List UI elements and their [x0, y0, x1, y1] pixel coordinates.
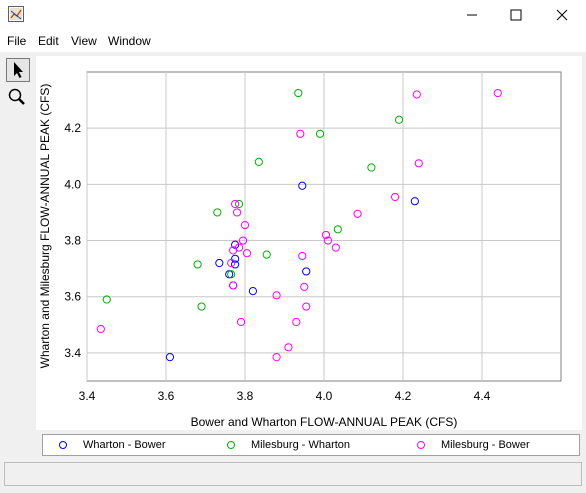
axis-ticks: 3.4 3.6 3.8 4.0 4.2 4.4 3.4 3.6 3.8 4.0 4.2 [64, 121, 490, 403]
title-bar [0, 0, 586, 30]
scatter-chart[interactable]: 3.4 3.6 3.8 4.0 4.2 4.4 3.4 3.6 3.8 4.0 4.2 Bower … [36, 56, 582, 430]
data-point-series-3 [236, 317, 246, 327]
data-point-series-3 [300, 282, 309, 291]
data-point-series-3 [234, 243, 244, 252]
data-point-series-3 [284, 343, 293, 352]
data-points [96, 88, 502, 362]
y-axis-label: Wharton and Milesburg FLOW-ANNUAL PEAK (… [38, 84, 52, 369]
data-point-series-3 [298, 251, 307, 261]
data-point-series-2 [394, 115, 404, 124]
data-point-series-3 [227, 258, 236, 268]
legend-label: Milesburg - Bower [441, 439, 530, 451]
data-point-series-3 [321, 230, 331, 240]
pointer-icon [14, 62, 23, 78]
data-point-series-3 [391, 192, 400, 202]
data-point-series-3 [493, 88, 502, 98]
data-point-series-2 [294, 88, 303, 98]
data-point-series-2 [367, 163, 376, 172]
data-point-series-3 [231, 199, 240, 209]
x-axis-label: Bower and Wharton FLOW-ANNUAL PEAK (CFS) [191, 415, 458, 429]
data-point-series-3 [412, 90, 421, 99]
data-point-series-1 [248, 287, 257, 296]
data-point-series-1 [165, 353, 175, 362]
minimize-icon [467, 14, 477, 16]
data-point-series-3 [229, 281, 238, 290]
menu-file[interactable]: File [7, 34, 27, 48]
close-icon [556, 9, 568, 21]
legend-label: Milesburg - Wharton [251, 439, 351, 451]
data-point-series-3 [331, 243, 340, 252]
data-point-series-3 [240, 220, 250, 230]
y-tick-label: 4.0 [64, 177, 81, 191]
menu-window[interactable]: Window [108, 34, 151, 48]
data-point-series-2 [227, 270, 236, 279]
legend-marker [227, 441, 235, 449]
data-point-series-2 [262, 250, 271, 259]
pointer-tool-button[interactable] [6, 58, 30, 82]
x-tick-label: 3.8 [237, 389, 254, 403]
y-tick-label: 3.4 [64, 346, 81, 360]
y-tick-label: 4.2 [64, 121, 81, 135]
data-point-series-3 [233, 208, 242, 217]
zoom-tool-button[interactable] [6, 86, 30, 110]
data-point-series-3 [414, 159, 423, 168]
legend-marker [59, 441, 67, 449]
data-point-series-1 [225, 270, 234, 279]
data-point-series-2 [333, 225, 342, 234]
y-tick-label: 3.6 [64, 290, 81, 304]
data-point-series-1 [231, 260, 240, 269]
legend-marker [417, 441, 425, 449]
legend-item-wharton-bower: Wharton - Bower [59, 439, 166, 451]
data-point-series-1 [302, 267, 311, 276]
close-button[interactable] [540, 0, 584, 30]
status-bar [4, 462, 582, 486]
x-tick-label: 4.4 [474, 389, 491, 403]
data-point-series-2 [193, 260, 202, 269]
x-tick-label: 4.0 [316, 389, 333, 403]
data-point-series-3 [272, 353, 281, 362]
data-point-series-3 [242, 249, 252, 258]
data-point-series-3 [353, 209, 362, 218]
data-point-series-1 [215, 258, 224, 268]
menu-bar: File Edit View Window [0, 30, 586, 52]
data-point-series-3 [292, 317, 301, 327]
x-tick-label: 3.6 [158, 389, 175, 403]
data-point-series-3 [323, 236, 333, 245]
data-point-series-2 [234, 199, 244, 209]
minimize-button[interactable] [450, 0, 494, 30]
x-tick-label: 3.4 [79, 389, 96, 403]
data-point-series-2 [102, 295, 111, 304]
maximize-button[interactable] [494, 0, 538, 30]
chart-panel: 3.4 3.6 3.8 4.0 4.2 4.4 3.4 3.6 3.8 4.0 4.2 Bower … [36, 56, 582, 430]
y-tick-label: 3.8 [64, 234, 81, 248]
legend-item-milesburg-wharton: Milesburg - Wharton [227, 439, 350, 451]
data-point-series-3 [272, 291, 281, 300]
legend: Wharton - Bower Milesburg - Wharton Mile… [42, 434, 580, 456]
data-point-series-2 [197, 302, 206, 311]
data-point-series-2 [213, 208, 222, 217]
data-point-series-3 [96, 324, 105, 334]
zoom-icon [8, 88, 25, 105]
x-tick-label: 4.2 [395, 389, 412, 403]
menu-view[interactable]: View [71, 34, 97, 48]
data-point-series-2 [315, 129, 325, 138]
legend-item-milesburg-bower: Milesburg - Bower [417, 439, 530, 451]
data-point-series-1 [410, 197, 419, 206]
data-point-series-2 [254, 157, 263, 166]
menu-edit[interactable]: Edit [38, 34, 59, 48]
data-point-series-3 [296, 129, 305, 138]
legend-label: Wharton - Bower [83, 439, 166, 451]
data-point-series-1 [298, 181, 307, 190]
app-chart-icon [8, 6, 24, 22]
maximize-icon [510, 9, 522, 21]
data-point-series-3 [238, 236, 248, 245]
data-point-series-3 [302, 302, 311, 311]
